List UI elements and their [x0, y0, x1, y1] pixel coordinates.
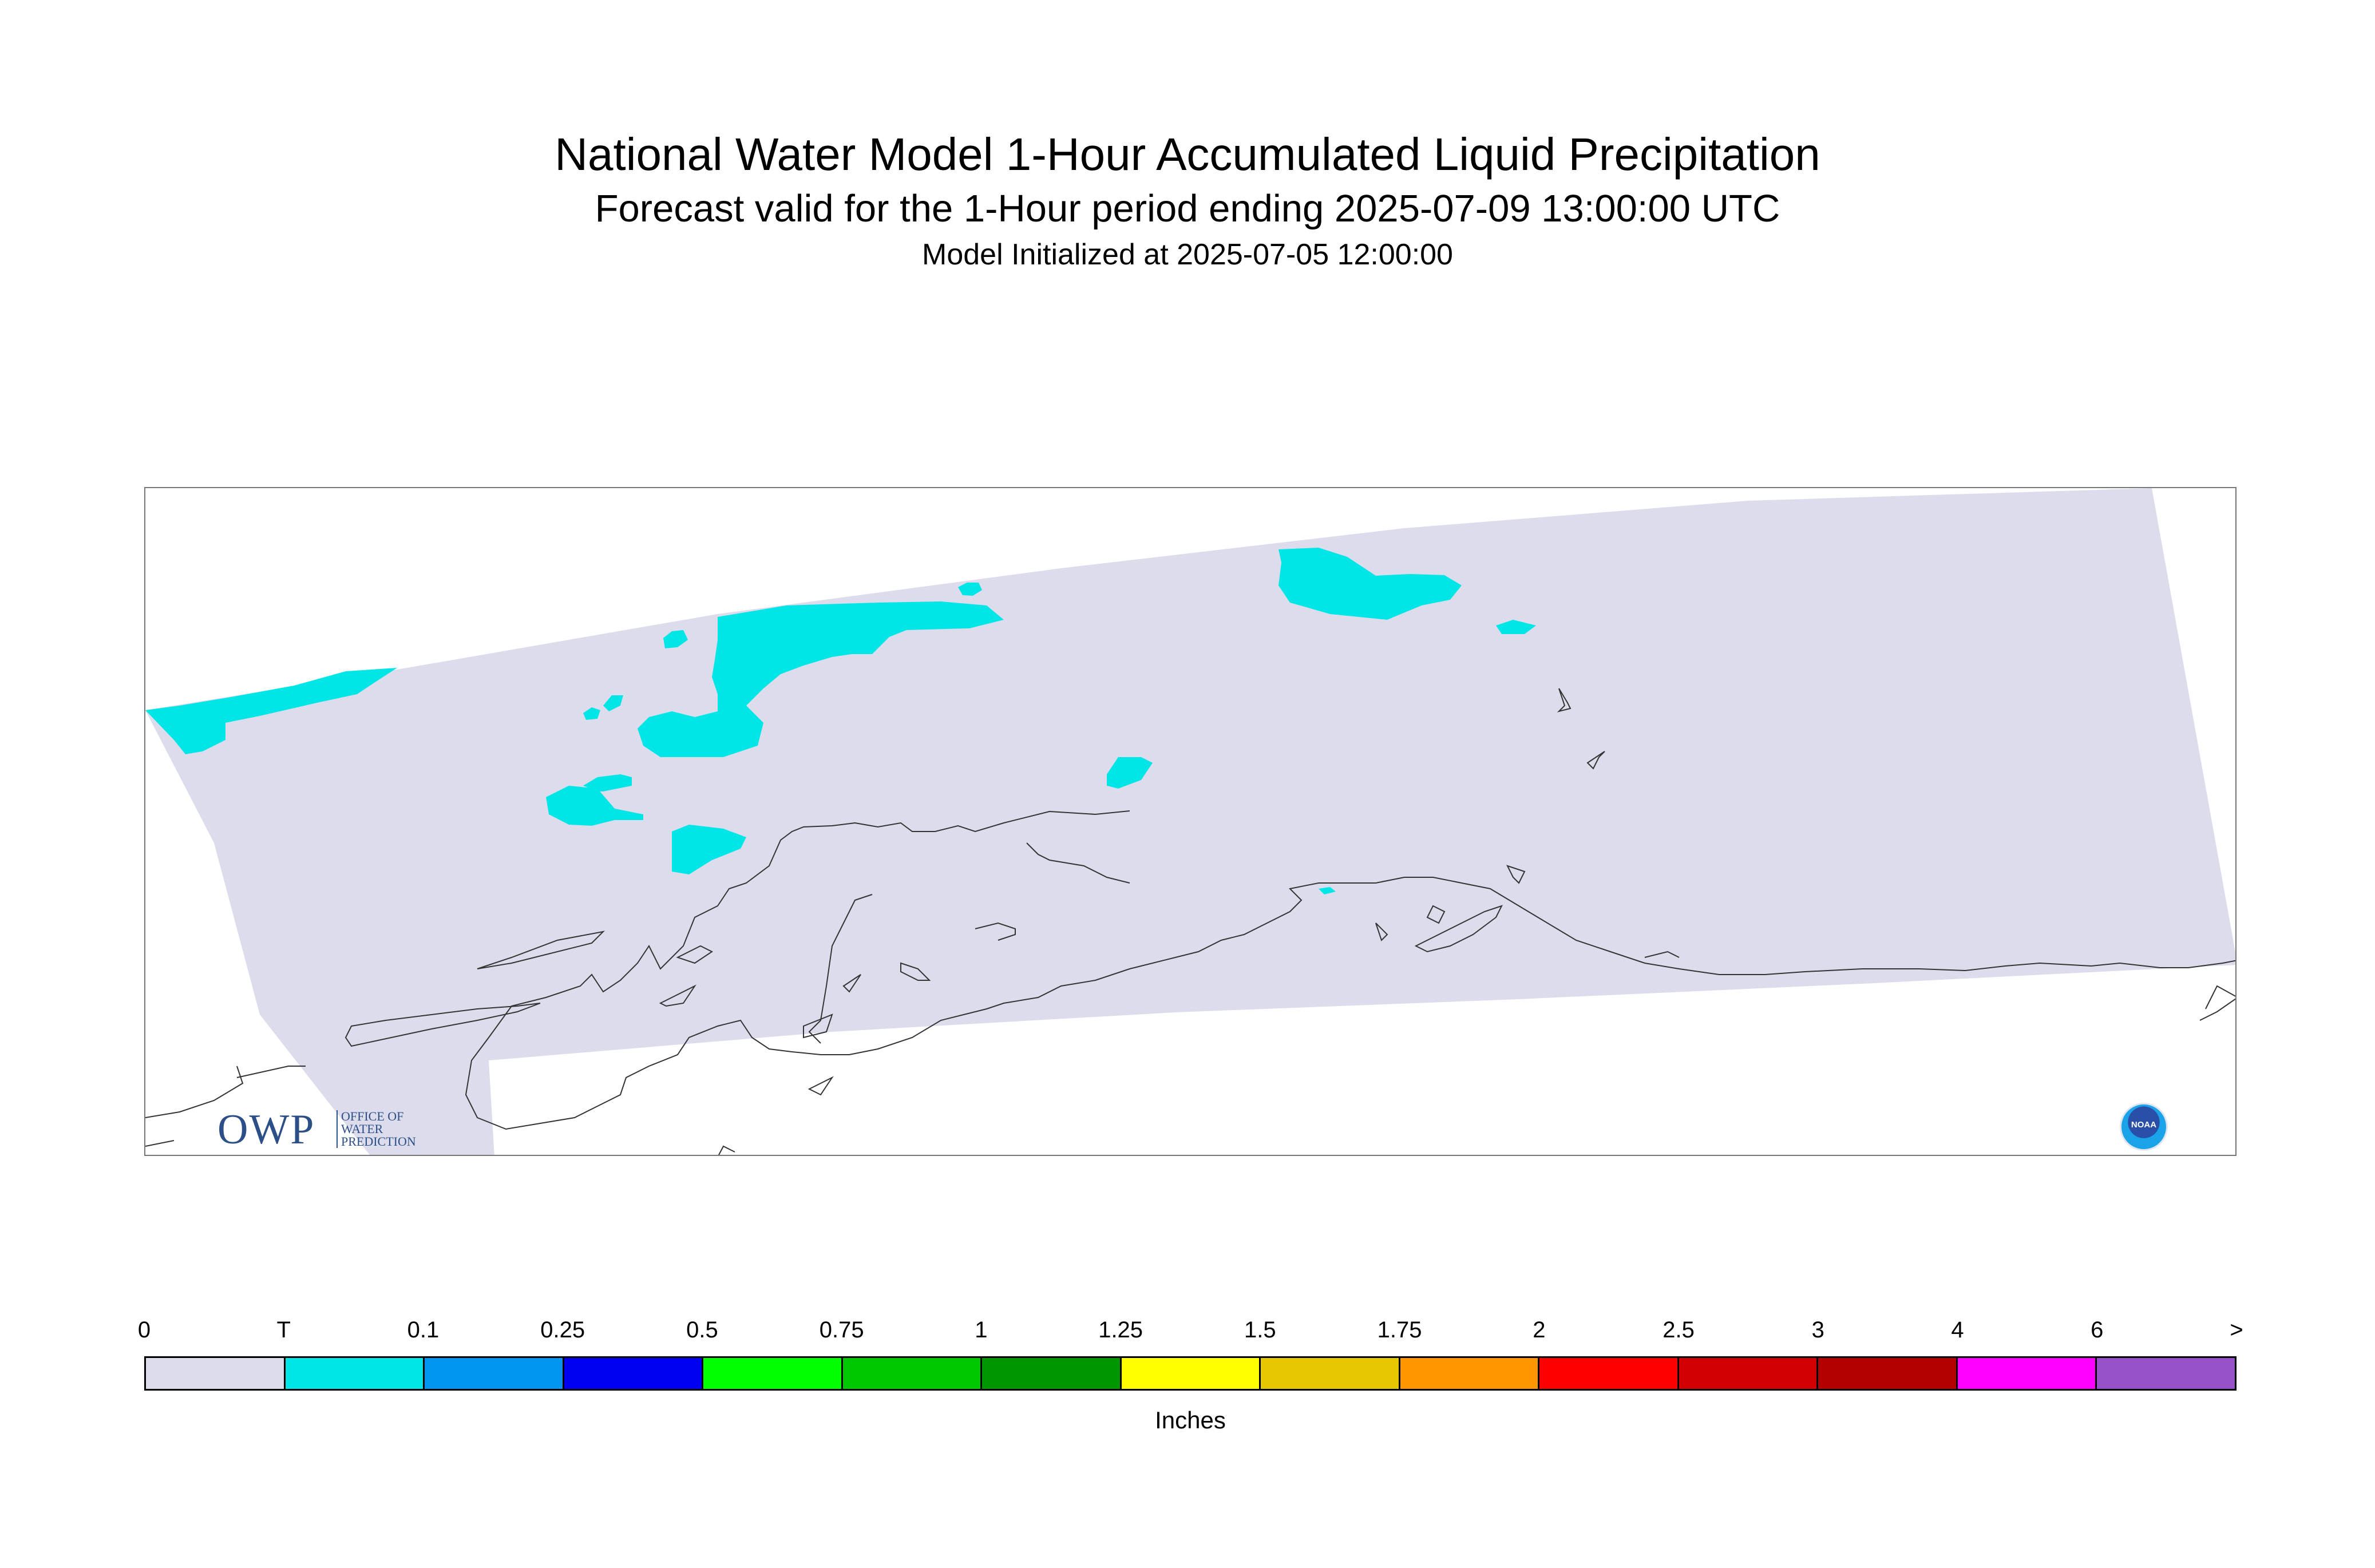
coastline-detail [1644, 951, 1680, 958]
island-coastline [1586, 751, 1605, 770]
legend-swatch [2097, 1358, 2235, 1389]
legend-tick-label: 6 [2091, 1317, 2104, 1343]
legend-swatch [1679, 1358, 1819, 1389]
coastline-detail [900, 962, 931, 981]
owp-logo-line: OFFICE OF [341, 1109, 404, 1123]
legend-swatch [425, 1358, 564, 1389]
legend-swatch [564, 1358, 704, 1389]
precip-area-west [145, 668, 397, 754]
precip-blob [583, 774, 632, 791]
legend-swatch [1818, 1358, 1958, 1389]
color-legend: 0 T 0.1 0.25 0.5 0.75 1 1.25 1.5 1.75 2 2.5 3 4 6 > [138, 1316, 2243, 1402]
legend-tick-label: 2 [1533, 1317, 1546, 1343]
legend-tick-label: 0.75 [819, 1317, 864, 1343]
precip-blob [1107, 757, 1153, 789]
owp-logo-text: OFFICE OF WATER PREDICTION [337, 1110, 416, 1148]
island-coastline [477, 930, 605, 969]
coastline-detail [1026, 842, 1130, 884]
coastline-detail [803, 1013, 833, 1039]
coastline-detail [2205, 985, 2235, 1009]
legend-tick-label: 1 [975, 1317, 988, 1343]
legend-swatch [285, 1358, 425, 1389]
legend-tick-label: 3 [1811, 1317, 1824, 1343]
map-canvas [145, 488, 2235, 1155]
owp-logo-line: PREDICTION [341, 1134, 416, 1149]
coastline-detail [2199, 998, 2235, 1021]
legend-tick-label: 0.1 [407, 1317, 440, 1343]
precip-blob [672, 825, 746, 874]
legend-swatch [146, 1358, 286, 1389]
precip-blob [1496, 620, 1536, 634]
legend-tick-label: 0.5 [686, 1317, 718, 1343]
legend-unit-label: Inches [1155, 1407, 1226, 1434]
precip-area-central [638, 601, 1004, 757]
precip-blob [546, 786, 643, 826]
legend-swatch [842, 1358, 983, 1389]
precip-blob [958, 583, 982, 596]
legend-tick-label: 1.25 [1098, 1317, 1143, 1343]
noaa-logo-text: NOAA [2131, 1120, 2157, 1130]
coastline-detail [145, 1066, 244, 1118]
alaska-mainland-coastline [465, 810, 2235, 1130]
legend-tick-label: > [2230, 1317, 2243, 1343]
legend-swatch [1957, 1358, 2097, 1389]
legend-tick-label: 1.75 [1377, 1317, 1422, 1343]
precip-blob [663, 630, 688, 648]
interior-border [808, 894, 873, 1044]
legend-swatch [1121, 1358, 1261, 1389]
precip-blob [1319, 887, 1336, 894]
precip-area-northeast [1278, 548, 1462, 620]
precip-blob [583, 707, 600, 720]
legend-tick-label: T [276, 1317, 291, 1343]
model-init-subtitle: Model Initialized at 2025-07-05 12:00:00 [922, 238, 1453, 271]
title-block: National Water Model 1-Hour Accumulated … [143, 126, 2232, 275]
legend-tick-label: 4 [1951, 1317, 1964, 1343]
coastline-detail [145, 1140, 175, 1147]
island-coastline [345, 1003, 541, 1047]
map-panel: OWP OFFICE OF WATER PREDICTION NOAA [144, 487, 2237, 1156]
island-coastline [1414, 905, 1503, 953]
coastline-detail [676, 945, 713, 964]
precip-blob [603, 695, 623, 711]
coastline-detail [975, 922, 1016, 941]
island-coastline [1506, 865, 1526, 884]
model-domain-area [145, 488, 2235, 1155]
owp-logo-letters: OWP [217, 1106, 315, 1153]
coastline-detail [808, 1076, 834, 1096]
map-title: National Water Model 1-Hour Accumulated … [555, 129, 1820, 180]
legend-tick-label: 1.5 [1244, 1317, 1276, 1343]
island-coastline [1426, 905, 1446, 924]
legend-swatch [1400, 1358, 1540, 1389]
forecast-valid-subtitle: Forecast valid for the 1-Hour period end… [595, 187, 1780, 230]
legend-tick-label: 0 [137, 1317, 151, 1343]
legend-swatch [1261, 1358, 1400, 1389]
legend-color-bar [144, 1356, 2237, 1391]
legend-swatch [703, 1358, 843, 1389]
island-coastline [1557, 688, 1572, 712]
owp-logo-line: WATER [341, 1122, 383, 1136]
noaa-logo: NOAA [2120, 1103, 2168, 1151]
legend-swatch [982, 1358, 1122, 1389]
coastlines [145, 688, 2235, 1155]
precipitation-areas [145, 548, 1536, 894]
owp-logo: OWP OFFICE OF WATER PREDICTION [217, 1107, 429, 1153]
legend-tick-label: 2.5 [1662, 1317, 1695, 1343]
coastline-detail [842, 974, 861, 993]
island-coastline [1375, 922, 1388, 941]
island-coastline [659, 984, 696, 1007]
legend-swatch [1539, 1358, 1679, 1389]
coastline-detail [718, 1145, 735, 1155]
coastline-detail [236, 1066, 306, 1078]
legend-tick-label: 0.25 [540, 1317, 585, 1343]
